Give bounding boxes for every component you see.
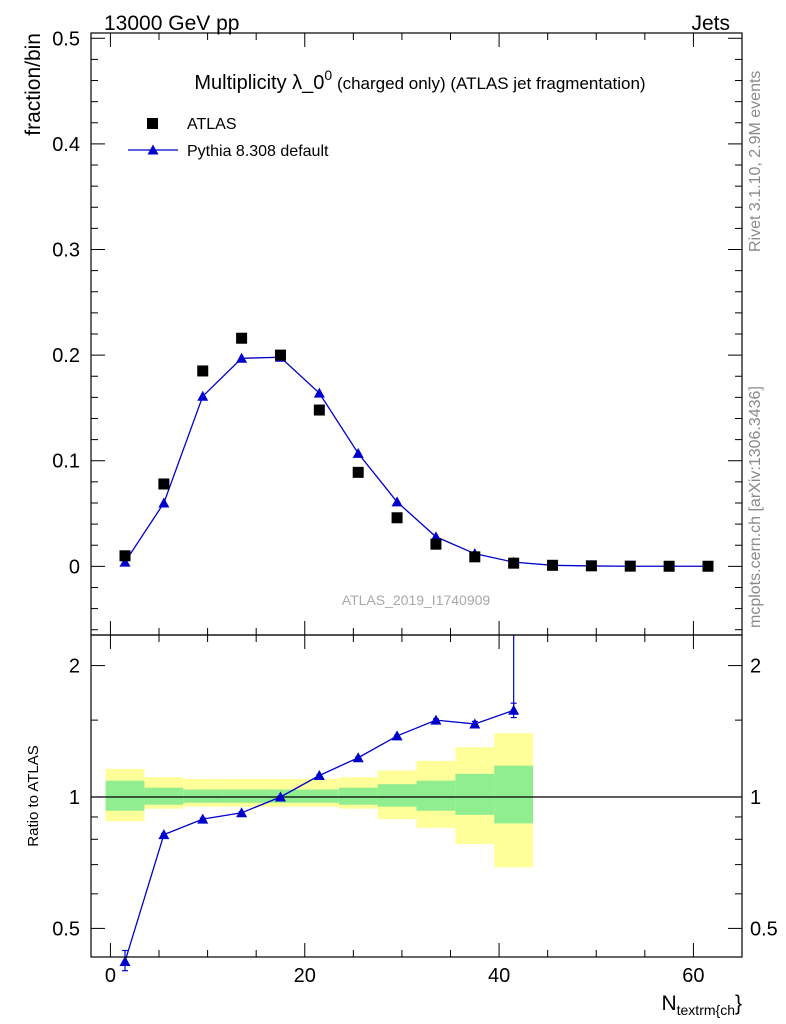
ratio-point — [197, 813, 209, 824]
ratio-point — [391, 730, 403, 741]
ratio-axis-ticks — [91, 635, 742, 957]
atlas-point — [624, 560, 636, 572]
header-left: 13000 GeV pp — [104, 12, 239, 35]
legend-label-atlas: ATLAS — [187, 116, 237, 133]
main-axis-ticks — [91, 33, 742, 635]
main-y-tick-label: 0 — [69, 556, 80, 578]
atlas-point — [158, 478, 170, 490]
analysis-watermark: ATLAS_2019_I1740909 — [342, 592, 491, 608]
inner-uncertainty-band — [338, 787, 378, 805]
atlas-point — [313, 404, 325, 416]
x-axis-label-sub: textrm{ch — [677, 1002, 735, 1018]
main-plot-area — [119, 332, 714, 572]
atlas-point — [119, 550, 131, 562]
ratio-frame — [90, 634, 743, 958]
atlas-point — [469, 551, 481, 563]
rivet-label: Rivet 3.1.10, 2.9M events — [747, 71, 764, 252]
chart-title-main: Multiplicity λ_0 — [194, 72, 324, 94]
main-y-tick-label: 0.4 — [52, 134, 80, 156]
pythia-point — [158, 497, 170, 508]
inner-uncertainty-band — [105, 780, 145, 811]
pythia-point — [197, 390, 209, 401]
ratio-y-tick-label-right: 2 — [750, 656, 761, 678]
atlas-point — [663, 560, 675, 572]
ratio-point — [313, 770, 325, 781]
ratio-y-tick-label-left: 2 — [69, 656, 80, 678]
atlas-point — [430, 538, 442, 550]
ratio-y-tick-label-left: 1 — [69, 787, 80, 809]
legend: ATLAS Pythia 8.308 default — [128, 116, 329, 160]
ratio-y-axis-label: Ratio to ATLAS — [25, 745, 42, 846]
atlas-point — [391, 512, 403, 524]
chart-title: Multiplicity λ_00 (charged only) (ATLAS … — [194, 67, 645, 94]
mcplots-label: mcplots.cern.ch [arXiv:1306.3436] — [747, 386, 764, 628]
header-right: Jets — [691, 12, 730, 35]
ratio-point — [508, 704, 520, 715]
pythia-point — [236, 352, 248, 363]
pythia-point — [391, 496, 403, 507]
x-tick-label: 40 — [488, 965, 510, 987]
main-y-axis-label: fraction/bin — [22, 33, 45, 136]
x-axis-label-tail: } — [735, 992, 742, 1015]
chart-title-rest: (charged only) (ATLAS jet fragmentation) — [332, 74, 645, 93]
atlas-point — [274, 349, 286, 361]
main-y-tick-labels: 0 0.1 0.2 0.3 0.4 0.5 — [52, 28, 80, 578]
inner-uncertainty-band — [377, 784, 417, 807]
x-tick-label: 60 — [682, 965, 704, 987]
ratio-y-tick-label-right: 1 — [750, 787, 761, 809]
inner-uncertainty-band — [222, 789, 262, 803]
legend-label-pythia: Pythia 8.308 default — [187, 143, 329, 160]
x-tick-label: 20 — [294, 965, 316, 987]
ratio-y-tick-label-right: 0.5 — [750, 918, 778, 940]
ratio-point — [119, 955, 131, 966]
main-y-tick-label: 0.1 — [52, 451, 80, 473]
ratio-point — [236, 807, 248, 818]
atlas-point — [702, 560, 714, 572]
atlas-point — [547, 559, 559, 571]
atlas-point — [508, 557, 520, 569]
x-tick-label: 0 — [105, 965, 116, 987]
pythia-point — [119, 556, 131, 567]
ratio-point — [430, 714, 442, 725]
inner-uncertainty-band — [416, 780, 456, 811]
atlas-point — [585, 560, 597, 572]
inner-uncertainty-band — [183, 789, 223, 803]
atlas-point — [197, 365, 209, 377]
ratio-plot-area — [91, 635, 742, 972]
ratio-point — [274, 791, 286, 802]
inner-uncertainty-band — [144, 787, 184, 805]
main-y-tick-label: 0.3 — [52, 240, 80, 262]
ratio-point — [158, 829, 170, 840]
inner-uncertainty-band — [299, 789, 339, 803]
ratio-point — [469, 718, 481, 729]
chart-title-sup: 0 — [324, 67, 332, 83]
main-y-tick-label: 0.2 — [52, 345, 80, 367]
legend-marker-pythia — [147, 144, 159, 155]
atlas-point — [352, 466, 364, 478]
pythia-line — [124, 356, 708, 567]
main-panel: 0 0.1 0.2 0.3 0.4 0.5 fraction/bin Multiplici… — [22, 28, 743, 636]
pythia-point — [352, 447, 364, 458]
main-y-tick-label: 0.5 — [52, 28, 80, 50]
ratio-point — [352, 752, 364, 763]
x-tick-labels: 0 20 40 60 — [105, 965, 705, 987]
x-axis-label: Ntextrm{ch} — [661, 992, 742, 1018]
inner-uncertainty-band — [455, 773, 495, 815]
inner-uncertainty-band — [494, 765, 534, 824]
atlas-point — [236, 332, 248, 344]
ratio-y-tick-labels: 0.5 0.5 1 1 2 2 — [52, 656, 778, 941]
pythia-point — [313, 387, 325, 398]
x-axis-label-main: N — [661, 992, 676, 1015]
ratio-panel: 0.5 0.5 1 1 2 2 0 20 40 60 Ratio to ATLAS Ntextr… — [25, 634, 778, 1018]
legend-marker-atlas — [147, 118, 158, 129]
ratio-y-tick-label-left: 0.5 — [52, 918, 80, 940]
